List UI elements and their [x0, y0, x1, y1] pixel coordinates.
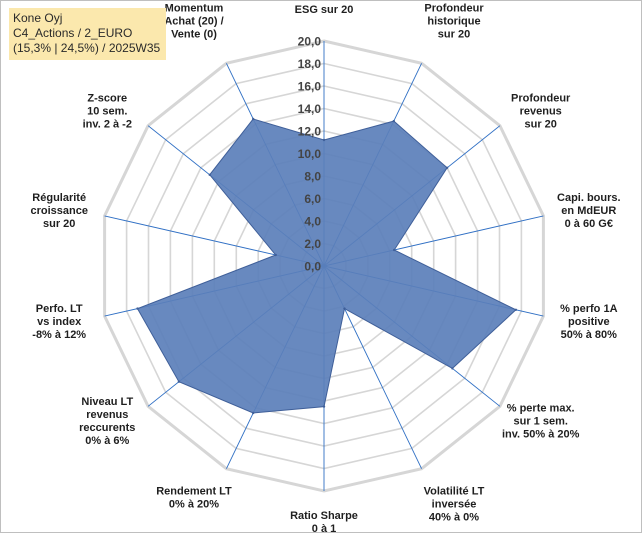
data-point [343, 307, 346, 310]
tick-label: 18,0 [298, 57, 322, 71]
axis-label-line: vs index [37, 316, 82, 328]
tick-label: 8,0 [304, 170, 321, 184]
portfolio-category: C4_Actions / 2_EURO [13, 26, 133, 40]
axis-label-line: Note [312, 1, 336, 3]
axis-label-line: ESG sur 20 [295, 4, 354, 16]
axis-label-line: Ratio Sharpe [290, 510, 358, 522]
axis-label-line: 0% à 20% [169, 498, 219, 510]
axis-label-line: % perte max. [507, 403, 575, 415]
data-point [252, 411, 255, 415]
data-point [136, 307, 139, 310]
axis-label-line: Volatilité LT [424, 485, 485, 497]
axis-label-line: croissance [30, 205, 87, 217]
tick-label: 2,0 [304, 237, 321, 251]
axis-label-line: Profondeur [511, 92, 571, 104]
axis-label-line: sur 20 [43, 218, 75, 230]
data-series-polygon [136, 118, 517, 414]
axis-label-line: sur 20 [524, 118, 556, 130]
company-name: Kone Oyj [13, 11, 63, 25]
tick-label: 10,0 [298, 147, 322, 161]
axis-label-line: Momentum [165, 3, 224, 15]
data-point [392, 119, 395, 123]
axis-label: NoteESG sur 20 [295, 1, 354, 16]
data-point [451, 367, 454, 370]
axis-label-line: 50% à 80% [561, 329, 617, 341]
axis-label-line: % perfo 1A [560, 303, 618, 315]
tick-label: 20,0 [298, 35, 322, 49]
axis-label-line: Perfo. LT [36, 303, 83, 315]
axis-label-line: revenus [86, 409, 128, 421]
axis-label-line: sur 20 [438, 29, 470, 41]
axis-label-line: inversée [432, 498, 477, 510]
data-point [274, 253, 277, 257]
axis-label: Rendement LT0% à 20% [156, 485, 232, 510]
axis-label-line: Régularité [32, 192, 86, 204]
axis-label-line: revenus [520, 105, 562, 117]
axis-label-line: inv. 2 à -2 [83, 118, 132, 130]
tick-label: 6,0 [304, 192, 321, 206]
axis-label-line: Capi. bours. [557, 192, 621, 204]
tick-label: 4,0 [304, 215, 321, 229]
axis-label-line: Niveau LT [81, 396, 133, 408]
data-point [514, 308, 518, 311]
tick-label: 14,0 [298, 102, 322, 116]
axis-label-line: 0% à 6% [85, 435, 129, 447]
tick-label: 16,0 [298, 80, 322, 94]
axis-label-line: sur 1 sem. [513, 416, 567, 428]
data-point [208, 173, 211, 176]
axis-label-line: Vente (0) [171, 29, 217, 41]
data-point [252, 117, 255, 121]
axis-label-line: Rendement LT [156, 485, 232, 497]
axis-label-line: 0 à 1 [312, 523, 336, 532]
axis-label-line: historique [427, 16, 480, 28]
axis-label-line: positive [568, 316, 610, 328]
tick-label: 12,0 [298, 125, 322, 139]
performance-week: (15,3% | 24,5%) / 2025W35 [13, 41, 161, 55]
data-point [393, 248, 396, 252]
axis-label-line: Profondeur [424, 3, 484, 15]
axis-label-line: en MdEUR [561, 205, 616, 217]
axis-label-line: Achat (20) / [164, 16, 223, 28]
axis-label-line: reccurents [79, 422, 135, 434]
axis-label-line: inv. 50% à 20% [502, 429, 580, 441]
axis-label-line: 10 sem. [87, 105, 127, 117]
axis-label: % perte max.sur 1 sem.inv. 50% à 20% [502, 403, 580, 441]
data-point [177, 380, 181, 383]
tick-label: 0,0 [304, 260, 321, 274]
axis-label-line: 40% à 0% [429, 511, 479, 523]
axis-label-line: Z-score [87, 92, 127, 104]
data-point [445, 166, 449, 169]
axis-label-line: -8% à 12% [32, 329, 86, 341]
data-point [322, 405, 326, 408]
chart-title-box: Kone Oyj C4_Actions / 2_EURO (15,3% | 24… [9, 8, 167, 60]
data-point [322, 138, 326, 142]
axis-label-line: 0 à 60 G€ [565, 218, 613, 230]
